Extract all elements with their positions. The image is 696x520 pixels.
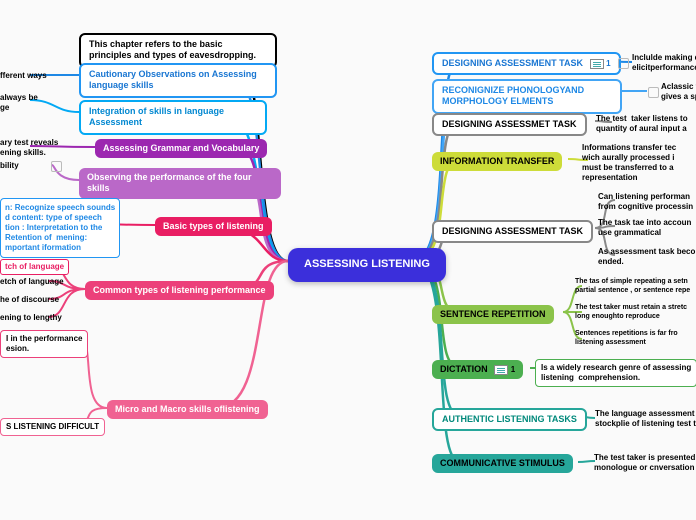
- leaf-l6b: etch of language: [0, 277, 64, 287]
- leaf-l4: bility: [0, 161, 19, 171]
- leaf-rl5b: The task tae into accoun use grammatical: [598, 218, 691, 238]
- right-node-comm-stimulus[interactable]: COMMUNICATIVE STIMULUS: [432, 454, 573, 473]
- leaf-rl7: Is a widely research genre of assessing …: [535, 359, 696, 387]
- left-node-basic-types[interactable]: Basic types of listening: [155, 217, 272, 236]
- mindmap-canvas: ASSESSING LISTENING This chapter refers …: [0, 0, 696, 520]
- leaf-l6a: tch of language: [0, 259, 69, 275]
- leaf-rl6c: Sentences repetitions is far fro listeni…: [575, 330, 678, 348]
- checkbox-icon: [51, 161, 62, 172]
- left-node-micro-macro[interactable]: Micro and Macro skills oflistening: [107, 400, 268, 419]
- leaf-rl1b: Aclassic test type gives a spo: [661, 82, 696, 102]
- leaf-rl1a: Inclulde making de elicitperformance: [632, 53, 696, 73]
- note-icon: [590, 59, 604, 69]
- checkbox-icon: [648, 87, 659, 98]
- left-node-integration[interactable]: Integration of skills in language Assess…: [79, 100, 267, 135]
- right-node-phonology[interactable]: RECONIGNIZE PHONOLOGYAND MORPHOLOGY ELME…: [432, 79, 622, 114]
- center-node[interactable]: ASSESSING LISTENING: [288, 248, 446, 282]
- leaf-l6c: he of discourse: [0, 295, 59, 305]
- right-node-design2[interactable]: DESIGNING ASSESSMET TASK: [432, 113, 587, 136]
- leaf-l5: n: Recognize speech sounds d content: ty…: [0, 198, 120, 258]
- leaf-l1: fferent ways: [0, 71, 47, 81]
- leaf-l7: I in the performance esion.: [0, 330, 88, 358]
- right-node-dictation[interactable]: DICTATION 1: [432, 360, 523, 379]
- leaf-rl4: Informations transfer tec wich aurally p…: [582, 143, 676, 183]
- leaf-l2: always be ge: [0, 93, 38, 113]
- leaf-rl3: The test taker listens to quantity of au…: [596, 114, 688, 134]
- leaf-rl5a: Can listening performan from cognitive p…: [598, 192, 693, 212]
- note-icon: [494, 365, 508, 375]
- left-node-common-types[interactable]: Common types of listening performance: [85, 281, 274, 300]
- leaf-l8: S LISTENING DIFFICULT: [0, 418, 105, 436]
- left-node-observing[interactable]: Observing the performance of the four sk…: [79, 168, 281, 199]
- leaf-rl6b: The test taker must retain a stretc long…: [575, 304, 687, 322]
- right-node-info-transfer[interactable]: INFORMATION TRANSFER: [432, 152, 562, 171]
- leaf-rl5c: As assessment task beco ended.: [598, 247, 695, 267]
- leaf-rl9: The test taker is presented monologue or…: [594, 453, 695, 473]
- leaf-rl6a: The tas of simple repeating a setn parti…: [575, 278, 690, 296]
- left-node-grammar[interactable]: Assessing Grammar and Vocabulary: [95, 139, 267, 158]
- left-node-cautionary[interactable]: Cautionary Observations on Assessing lan…: [79, 63, 277, 98]
- leaf-rl8: The language assessment fiel stockplie o…: [595, 409, 696, 429]
- checkbox-icon: [618, 58, 629, 69]
- right-node-design1[interactable]: DESIGNING ASSESSMENT TASK 1: [432, 52, 621, 75]
- right-node-design3[interactable]: DESIGNING ASSESSMENT TASK: [432, 220, 593, 243]
- leaf-l3: ary test reveals ening skills.: [0, 138, 58, 158]
- leaf-l6d: ening to lengthy: [0, 313, 62, 323]
- right-node-authentic[interactable]: AUTHENTIC LISTENING TASKS: [432, 408, 587, 431]
- center-label: ASSESSING LISTENING: [304, 258, 430, 270]
- right-node-sentence-rep[interactable]: SENTENCE REPETITION: [432, 305, 554, 324]
